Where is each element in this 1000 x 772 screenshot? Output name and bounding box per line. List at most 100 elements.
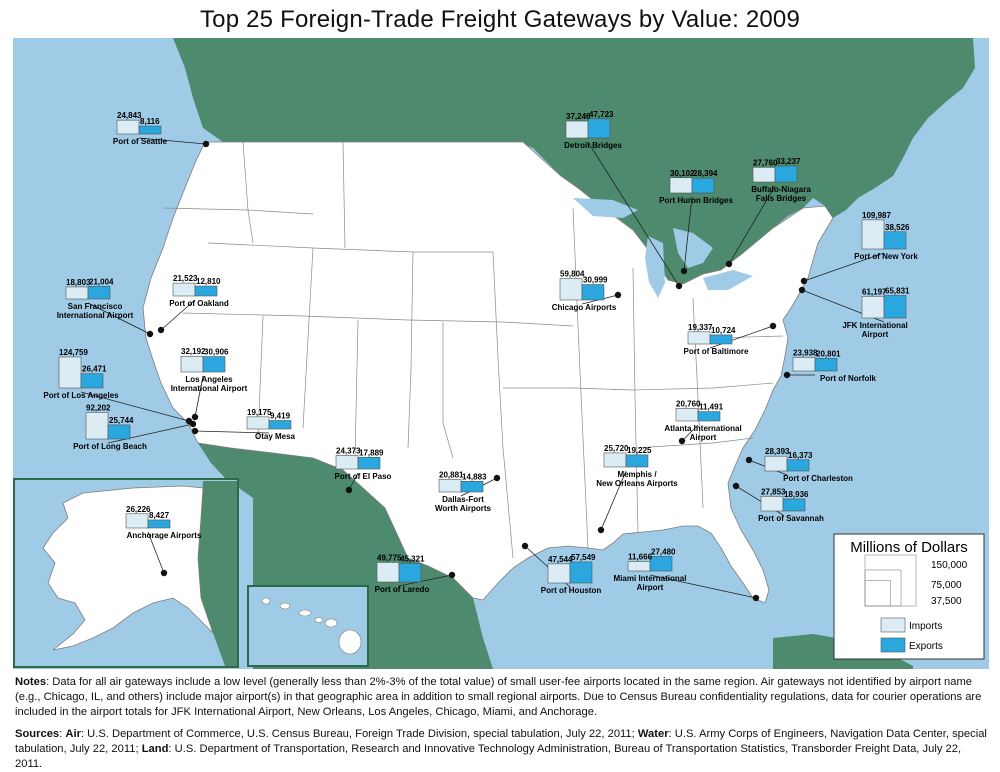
imports-bar: [687, 331, 711, 345]
legend-scale: 150,000 75,000 37,500: [864, 554, 968, 607]
exports-value: 57,549: [571, 553, 596, 562]
exports-value: 8,116: [140, 117, 160, 126]
leader-line: [649, 574, 757, 599]
imports-bar: [760, 496, 784, 512]
exports-value: 21,004: [89, 277, 114, 286]
gateway-dot: [597, 526, 605, 534]
legend-exports-swatch: [880, 637, 906, 653]
exports-bar: [814, 358, 838, 372]
imports-value: 20,760: [676, 399, 701, 408]
canada-landmass: [173, 38, 975, 288]
gateway-name: Port of Seattle: [113, 137, 168, 146]
exports-value: 20,801: [816, 349, 841, 358]
legend-scale-label: 150,000: [931, 560, 968, 571]
gateway-name: Dallas-Fort Worth Airports: [435, 495, 492, 513]
exports-value: 14,883: [462, 472, 487, 481]
gateway-dot: [191, 427, 199, 435]
exports-value: 47,723: [589, 110, 614, 119]
gateway-name: Detroit Bridges: [564, 141, 622, 150]
imports-bar: [172, 282, 196, 297]
gateway-dot: [185, 417, 193, 425]
legend-scale-label: 75,000: [931, 580, 962, 591]
contiguous-us-landmass: [142, 141, 834, 604]
gateway-dot: [745, 456, 753, 464]
gateway-name: Port of Los Angeles: [43, 391, 119, 400]
gateway-name: Chicago Airports: [552, 303, 617, 312]
imports-value: 59,804: [560, 270, 585, 279]
imports-value: 18,803: [66, 278, 91, 287]
gateway-name: Port of Charleston: [783, 474, 853, 483]
legend-imports-label: Imports: [909, 621, 942, 632]
exports-bar: [786, 459, 810, 472]
leader-line: [138, 137, 207, 145]
exports-bar: [569, 561, 593, 584]
legend-imports-swatch: [880, 617, 906, 633]
legend: Millions of Dollars 150,00075,00037,500 …: [833, 533, 985, 660]
notes-paragraph: Notes: Data for all air gateways include…: [15, 675, 990, 720]
gateway-dot: [800, 277, 808, 285]
sources-land-label: Land: [141, 743, 169, 755]
gateway-name: Port of New York: [854, 252, 918, 261]
gateway-dot: [160, 569, 168, 577]
gateway-dot: [191, 413, 199, 421]
alaska-landmass: [42, 485, 214, 651]
imports-value: 23,938: [793, 348, 818, 357]
imports-bar: [116, 119, 140, 135]
imports-bar: [627, 561, 651, 572]
imports-value: 92,202: [86, 403, 111, 412]
exports-value: 11,491: [699, 403, 724, 412]
exports-value: 45,321: [400, 554, 425, 563]
exports-bar: [625, 454, 649, 468]
imports-bar: [752, 167, 776, 183]
exports-bar: [782, 498, 806, 512]
exports-value: 25,744: [109, 416, 134, 425]
exports-value: 10,724: [711, 326, 736, 335]
sources-label: Sources: [15, 728, 60, 740]
gateway-dot: [725, 260, 733, 268]
exports-value: 65,831: [885, 286, 910, 295]
imports-value: 26,226: [126, 505, 151, 514]
imports-value: 25,720: [604, 444, 629, 453]
imports-value: 124,759: [59, 348, 88, 357]
gateway-dot: [798, 286, 806, 294]
exports-bar: [883, 231, 907, 250]
great-lakes: [573, 198, 753, 298]
imports-bar: [675, 408, 699, 422]
gateway-dot: [675, 282, 683, 290]
exports-value: 30,906: [204, 348, 229, 357]
gateway-name: Otay Mesa: [255, 432, 296, 441]
exports-value: 38,526: [885, 223, 910, 232]
gateway-marker: 124,759 26,471 Port of Los Angeles: [43, 348, 119, 400]
imports-value: 37,246: [566, 112, 591, 121]
leader-line: [803, 252, 885, 282]
imports-bar: [669, 177, 693, 194]
gateway-dot: [752, 594, 760, 602]
exports-bar: [147, 519, 171, 529]
imports-bar: [603, 452, 627, 468]
legend-title: Millions of Dollars: [850, 539, 968, 556]
gateway-name: Buffalo-Niagara Falls Bridges: [751, 185, 811, 203]
exports-bar: [460, 480, 484, 493]
exports-value: 18,936: [784, 490, 809, 499]
imports-bar: [764, 455, 788, 472]
exports-value: 16,373: [788, 451, 813, 460]
gateway-name: Port of Baltimore: [684, 347, 749, 356]
gateway-marker: 109,987 38,526 Port of New York: [854, 211, 918, 261]
hawaii-islands: [261, 597, 362, 655]
gateway-name: San Francisco International Airport: [57, 302, 134, 320]
exports-value: 27,480: [651, 547, 676, 556]
leader-line: [160, 299, 196, 331]
imports-bar: [792, 357, 816, 372]
exports-bar: [398, 563, 422, 583]
imports-bar: [180, 355, 204, 373]
